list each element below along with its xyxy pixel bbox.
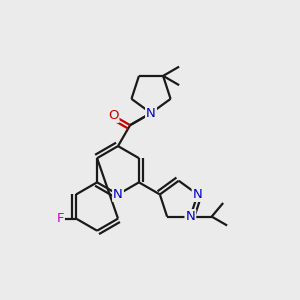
Text: N: N xyxy=(146,106,156,120)
Text: N: N xyxy=(185,210,195,223)
Text: N: N xyxy=(146,106,156,120)
Text: F: F xyxy=(56,212,64,225)
Text: N: N xyxy=(193,188,202,201)
Text: O: O xyxy=(108,109,119,122)
Text: N: N xyxy=(113,188,123,201)
